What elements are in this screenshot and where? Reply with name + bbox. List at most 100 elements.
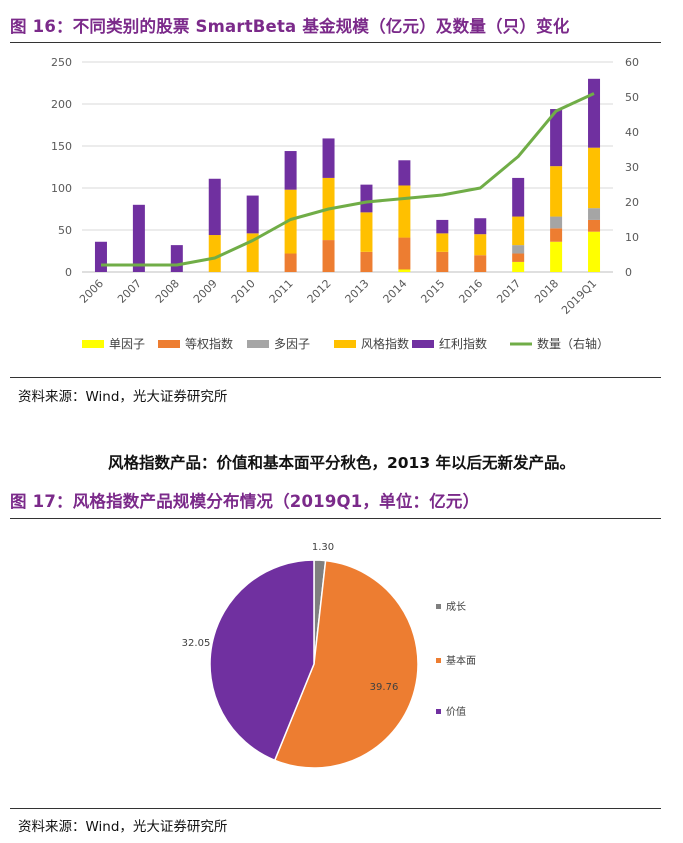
bar-segment — [588, 231, 601, 272]
bar-segment — [512, 245, 525, 254]
legend-item: 多因子 — [247, 337, 310, 351]
bar-segment — [512, 177, 525, 217]
bar-segment — [94, 241, 107, 272]
figure17-bottom-rule — [10, 808, 661, 809]
bar-segment — [246, 195, 259, 234]
summary-text: 风格指数产品：价值和基本面平分秋色，2013 年以后无新发产品。 — [107, 454, 576, 472]
bar-segment — [170, 245, 183, 272]
bar-segment — [284, 253, 297, 272]
bar-segment — [436, 233, 449, 252]
y-tick-label: 200 — [51, 98, 72, 111]
figure16-source: 资料来源：Wind，光大证券研究所 — [18, 389, 228, 405]
bar-segment — [398, 237, 411, 270]
bar-segment — [474, 234, 487, 256]
bar-segment — [360, 184, 373, 213]
legend-label: 风格指数 — [361, 336, 409, 351]
y-tick-label: 250 — [51, 56, 72, 69]
legend-label: 等权指数 — [185, 336, 233, 351]
y2-tick-label: 50 — [625, 91, 639, 104]
x-tick-label: 2019Q1 — [559, 277, 599, 317]
bar-segment — [512, 261, 525, 272]
figure17-title: 图 17：风格指数产品规模分布情况（2019Q1，单位：亿元） — [10, 492, 480, 511]
bar-segment — [474, 218, 487, 235]
bar-segment — [512, 253, 525, 262]
legend-item: 风格指数 — [334, 336, 409, 351]
legend-item: 等权指数 — [158, 336, 233, 351]
pie-slice — [273, 559, 419, 769]
x-tick-label: 2006 — [77, 277, 106, 306]
x-tick-label: 2007 — [115, 277, 144, 306]
y-tick-label: 150 — [51, 140, 72, 153]
bar-segment — [550, 109, 563, 167]
pie-legend-label: 成长 — [446, 601, 466, 613]
bar-segment — [436, 219, 449, 234]
figure16-title: 图 16：不同类别的股票 SmartBeta 基金规模（亿元）及数量（只）变化 — [10, 17, 570, 36]
y2-tick-label: 20 — [625, 196, 639, 209]
legend-label: 红利指数 — [439, 336, 487, 351]
count-line — [101, 92, 595, 267]
pie-legend-swatch — [436, 658, 441, 663]
y2-tick-label: 60 — [625, 56, 639, 69]
figure16-chart: 0 50 100 150 200 250 0 10 20 30 40 50 60 2006 2007 2008… — [51, 56, 639, 351]
bar-segment — [322, 240, 335, 272]
figure16-top-rule — [10, 42, 661, 43]
bar-segment — [550, 216, 563, 229]
bar-segment — [550, 228, 563, 242]
bar-segment — [208, 178, 221, 236]
pie-slice — [209, 559, 315, 762]
bar-segment — [550, 241, 563, 272]
figure17-top-rule — [10, 518, 661, 519]
y-tick-label: 0 — [65, 266, 72, 279]
legend-swatch — [82, 340, 104, 348]
pie-legend-swatch — [436, 604, 441, 609]
x-tick-label: 2017 — [494, 277, 523, 306]
x-tick-label: 2009 — [191, 277, 220, 306]
y-tick-label: 50 — [58, 224, 72, 237]
x-tick-label: 2015 — [418, 277, 447, 306]
y2-tick-label: 0 — [625, 266, 632, 279]
x-tick-label: 2016 — [456, 277, 485, 306]
pie-value-label: 32.05 — [182, 638, 211, 649]
bar-segment — [512, 216, 525, 246]
bar-segment — [550, 166, 563, 217]
bar-segment — [588, 219, 601, 232]
bar-segment — [322, 138, 335, 178]
legend-label: 单因子 — [109, 337, 145, 351]
bar-segment — [474, 255, 487, 272]
figure17-source: 资料来源：Wind，光大证券研究所 — [18, 819, 228, 835]
bar-segment — [284, 189, 297, 254]
y2-tick-label: 10 — [625, 231, 639, 244]
bar-segment — [398, 185, 411, 238]
bar-segment — [284, 151, 297, 190]
pie-legend-label: 基本面 — [446, 654, 476, 667]
pie-legend-label: 价值 — [446, 705, 466, 718]
x-tick-label: 2014 — [381, 277, 410, 306]
bar-segment — [132, 204, 145, 272]
y-tick-label: 100 — [51, 182, 72, 195]
x-tick-label: 2010 — [229, 277, 258, 306]
x-tick-label: 2011 — [267, 277, 296, 306]
bar-segment — [588, 78, 601, 148]
legend-swatch — [247, 340, 269, 348]
pie-value-label: 1.30 — [312, 542, 334, 553]
pie-legend-swatch — [436, 709, 441, 714]
pie-legend-item: 基本面 — [436, 654, 476, 667]
legend-swatch — [158, 340, 180, 348]
x-tick-label: 2018 — [532, 277, 561, 306]
legend-item: 单因子 — [82, 337, 145, 351]
legend-label: 多因子 — [274, 337, 310, 351]
legend-swatch — [334, 340, 356, 348]
x-tick-label: 2008 — [153, 277, 182, 306]
bar-segment — [360, 251, 373, 272]
y2-tick-label: 30 — [625, 161, 639, 174]
bar-segment — [360, 212, 373, 252]
bar-segment — [398, 269, 411, 272]
bar-segment — [398, 160, 411, 186]
bar-segment — [588, 208, 601, 220]
legend-label: 数量（右轴） — [537, 336, 609, 351]
figure16-bottom-rule — [10, 377, 661, 378]
x-tick-label: 2012 — [305, 277, 334, 306]
pie-legend-item: 价值 — [436, 705, 466, 718]
legend-item: 数量（右轴） — [510, 336, 609, 351]
